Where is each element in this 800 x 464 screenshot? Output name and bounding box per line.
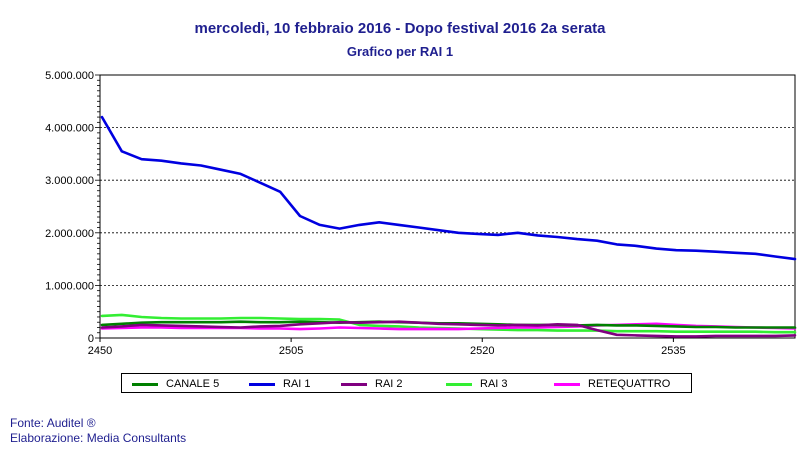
legend-swatch-rai2 (341, 382, 367, 386)
legend-swatch-rai1 (249, 382, 275, 386)
y-tick-label: 2.000.000 (45, 228, 94, 240)
legend-label-retequattro: RETEQUATTRO (588, 378, 671, 390)
y-tick-label: 3.000.000 (45, 175, 94, 187)
line-chart: 0 1.000.000 2.000.000 3.000.000 4.000.000 5.0… (45, 70, 797, 357)
chart-legend: CANALE 5 RAI 1 RAI 2 RAI 3 RETEQUATTRO (121, 373, 692, 393)
y-tick-label: 1.000.000 (45, 280, 94, 292)
legend-item-rai3: RAI 3 (446, 377, 508, 391)
legend-label-canale5: CANALE 5 (166, 378, 220, 390)
x-tick-label: 2450 (88, 345, 112, 357)
y-tick-label: 4.000.000 (45, 123, 94, 135)
processing-note: Elaborazione: Media Consultants (10, 431, 187, 445)
legend-item-rai1: RAI 1 (249, 377, 311, 391)
legend-swatch-retequattro (554, 382, 580, 386)
x-tick-label: 2520 (470, 345, 494, 357)
series-line-rai-2 (100, 320, 797, 338)
legend-item-canale5: CANALE 5 (132, 377, 219, 391)
legend-label-rai3: RAI 3 (480, 378, 508, 390)
legend-item-retequattro: RETEQUATTRO (554, 377, 670, 391)
legend-swatch-canale5 (132, 382, 158, 386)
legend-label-rai2: RAI 2 (375, 378, 403, 390)
legend-item-rai2: RAI 2 (341, 377, 403, 391)
y-tick-label: 0 (88, 333, 94, 345)
x-tick-label: 2535 (661, 345, 685, 357)
x-tick-label: 2505 (279, 345, 303, 357)
legend-label-rai1: RAI 1 (283, 378, 311, 390)
source-note: Fonte: Auditel ® (10, 416, 96, 430)
y-tick-label: 5.000.000 (45, 70, 94, 82)
plot-area (99, 74, 796, 339)
legend-swatch-rai3 (446, 382, 472, 386)
chart-subtitle: Grafico per RAI 1 (346, 44, 454, 59)
chart-title: mercoledì, 10 febbraio 2016 - Dopo festi… (194, 20, 606, 37)
series-line-rai-1 (100, 115, 797, 261)
